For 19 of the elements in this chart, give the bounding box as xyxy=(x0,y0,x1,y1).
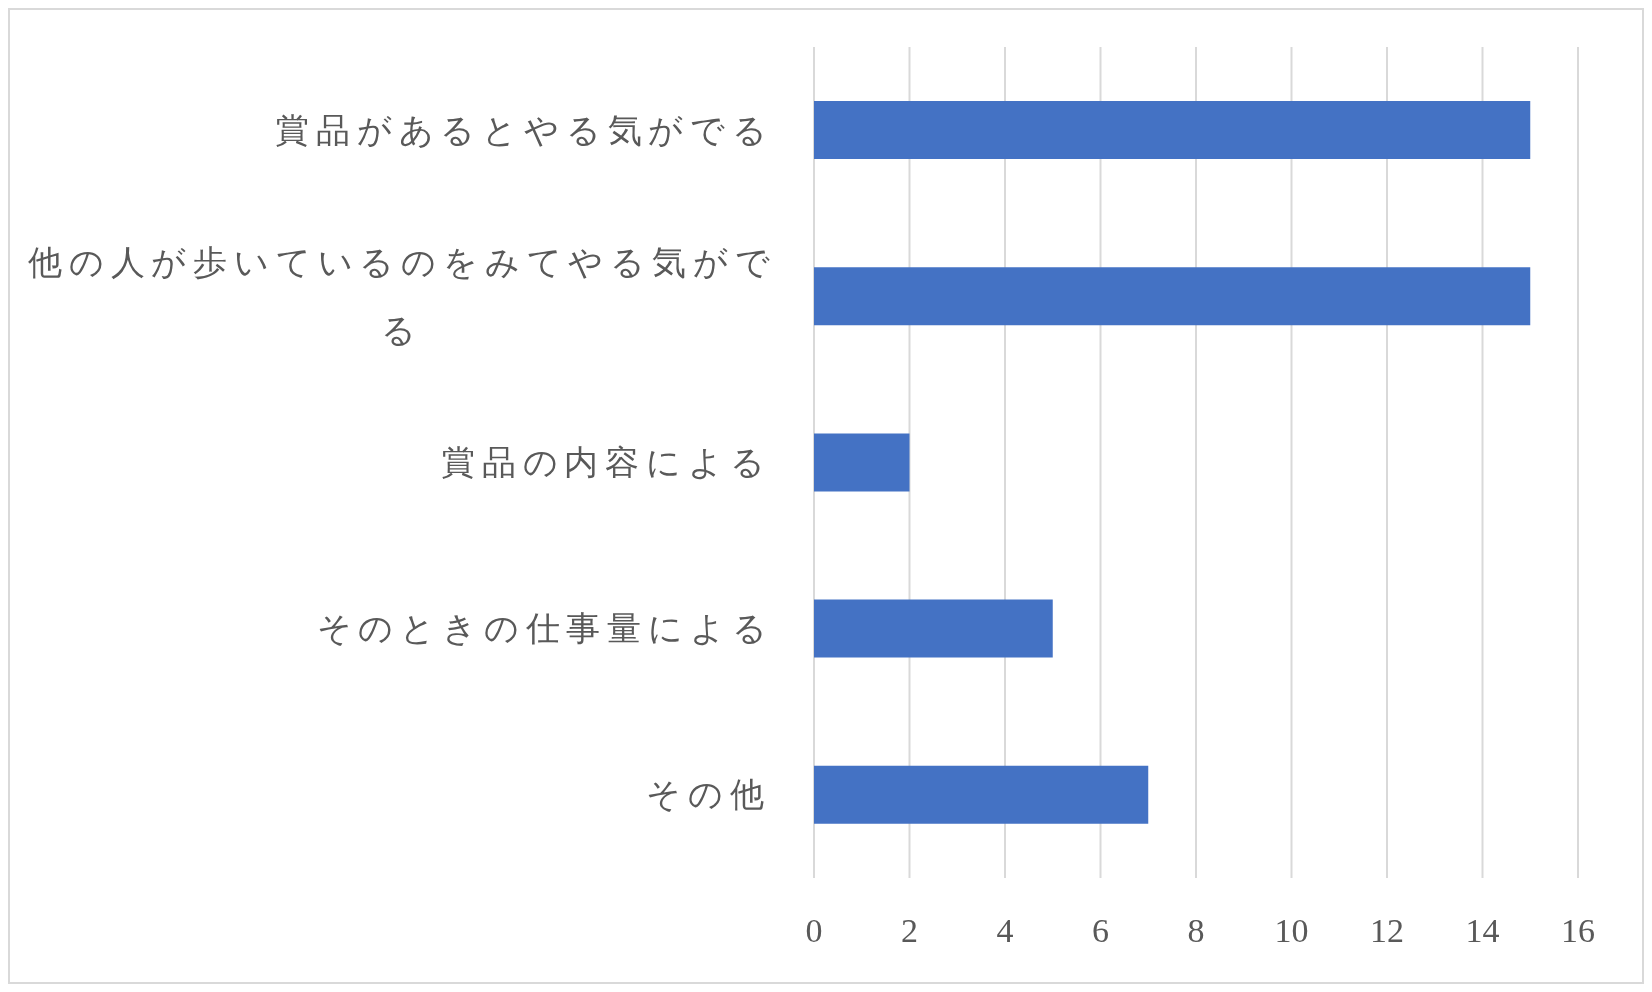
bar xyxy=(814,599,1053,658)
x-tick-label: 10 xyxy=(1274,911,1309,949)
bar xyxy=(814,267,1531,326)
x-tick-label: 12 xyxy=(1370,911,1404,949)
x-tick-label: 4 xyxy=(996,911,1014,949)
y-tick-label: 賞品があるとやる気がでる xyxy=(275,111,774,149)
y-tick-label: 賞品の内容による xyxy=(441,444,772,481)
y-tick-label: そのときの仕事量による xyxy=(316,610,774,648)
x-tick-label: 16 xyxy=(1561,911,1595,949)
x-tick-label: 8 xyxy=(1187,911,1205,949)
x-tick-label: 6 xyxy=(1092,911,1109,949)
bar xyxy=(814,101,1531,159)
bar xyxy=(814,765,1149,824)
x-tick-label: 14 xyxy=(1465,911,1500,949)
x-tick-label: 2 xyxy=(901,911,918,949)
y-tick-label: その他 xyxy=(646,776,771,814)
bar xyxy=(814,433,910,492)
y-tick-label: 他の人が歩いているのをみてやる気がでる xyxy=(28,243,777,349)
x-tick-label: 0 xyxy=(805,911,823,949)
